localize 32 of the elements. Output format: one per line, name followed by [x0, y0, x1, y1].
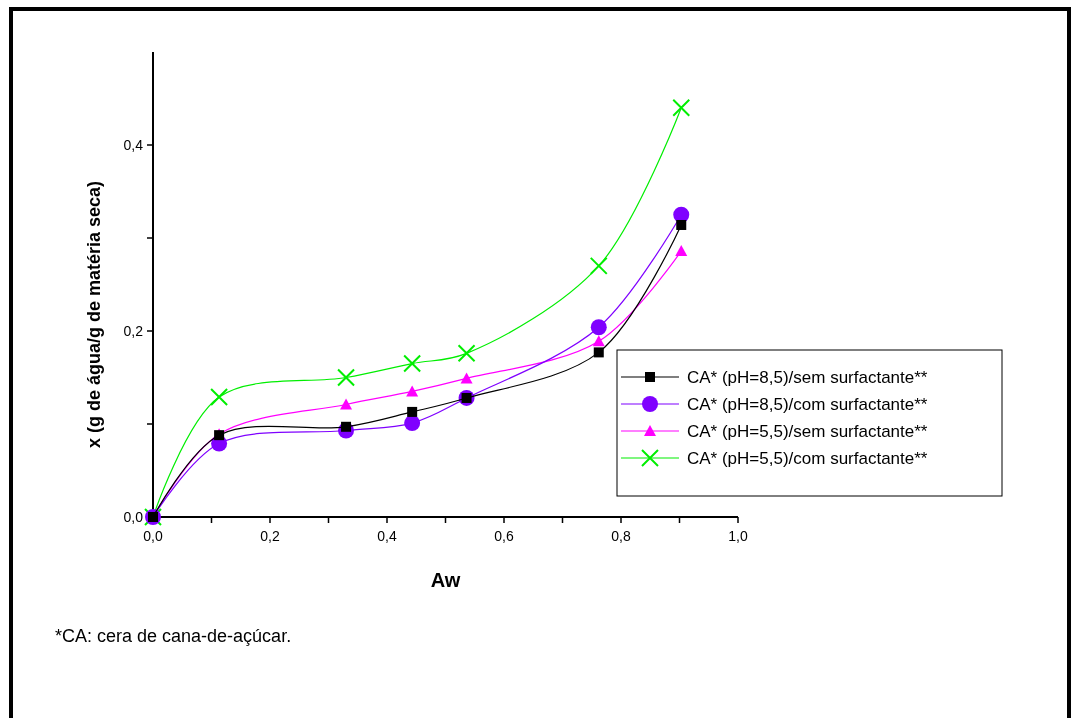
y-tick-label: 0,2	[123, 323, 144, 339]
legend-label: CA* (pH=5,5)/sem surfactante**	[687, 422, 928, 441]
point	[672, 98, 691, 117]
point	[676, 219, 687, 230]
x-axis-title: Aw	[430, 569, 461, 591]
legend-label: CA* (pH=5,5)/com surfactante**	[687, 449, 928, 468]
y-tick-label: 0,0	[123, 509, 144, 525]
legend-label: CA* (pH=8,5)/sem surfactante**	[687, 368, 928, 387]
point	[460, 372, 473, 384]
point	[593, 347, 604, 358]
point	[589, 256, 608, 275]
x-tick-label: 0,2	[260, 528, 280, 544]
point	[457, 344, 476, 363]
point	[407, 406, 418, 417]
point	[404, 415, 421, 432]
text: *CA: cera de cana-de-açúcar.	[55, 626, 292, 646]
x-tick-label: 0,6	[494, 528, 514, 544]
x-tick-label: 0,4	[377, 528, 397, 544]
point	[210, 388, 229, 407]
legend-label: CA* (pH=8,5)/com surfactante**	[687, 395, 928, 414]
point	[340, 398, 353, 410]
point	[337, 368, 356, 387]
point	[406, 385, 419, 397]
y-tick-label: 0,4	[123, 137, 144, 153]
point	[590, 319, 607, 336]
x-tick-label: 0,8	[611, 528, 631, 544]
x-tick-label: 1,0	[728, 528, 748, 544]
point	[675, 245, 688, 257]
point	[592, 335, 605, 347]
y-axis-title: x (g de água/g de matéria seca)	[84, 180, 104, 449]
point	[403, 354, 422, 373]
x-tick-label: 0,0	[143, 528, 163, 544]
